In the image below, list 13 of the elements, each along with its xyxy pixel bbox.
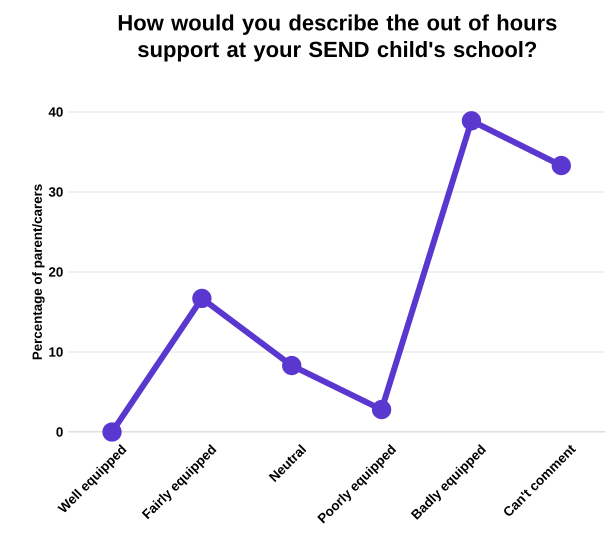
chart-title: How would you describe the out of hours support at your SEND child's school?	[118, 14, 556, 62]
point	[462, 111, 482, 130]
y-tick-label: 30	[48, 187, 63, 197]
y-axis-title: Percentage of parent/carers	[32, 184, 45, 360]
y-tick-label: 20	[48, 267, 63, 277]
y-tick-label: 0	[56, 427, 63, 437]
point	[372, 400, 392, 420]
y-tick-label: 10	[49, 347, 63, 357]
point	[552, 156, 571, 176]
point	[102, 422, 122, 442]
point	[282, 356, 302, 376]
point	[192, 288, 212, 308]
y-tick-label: 40	[48, 107, 63, 117]
